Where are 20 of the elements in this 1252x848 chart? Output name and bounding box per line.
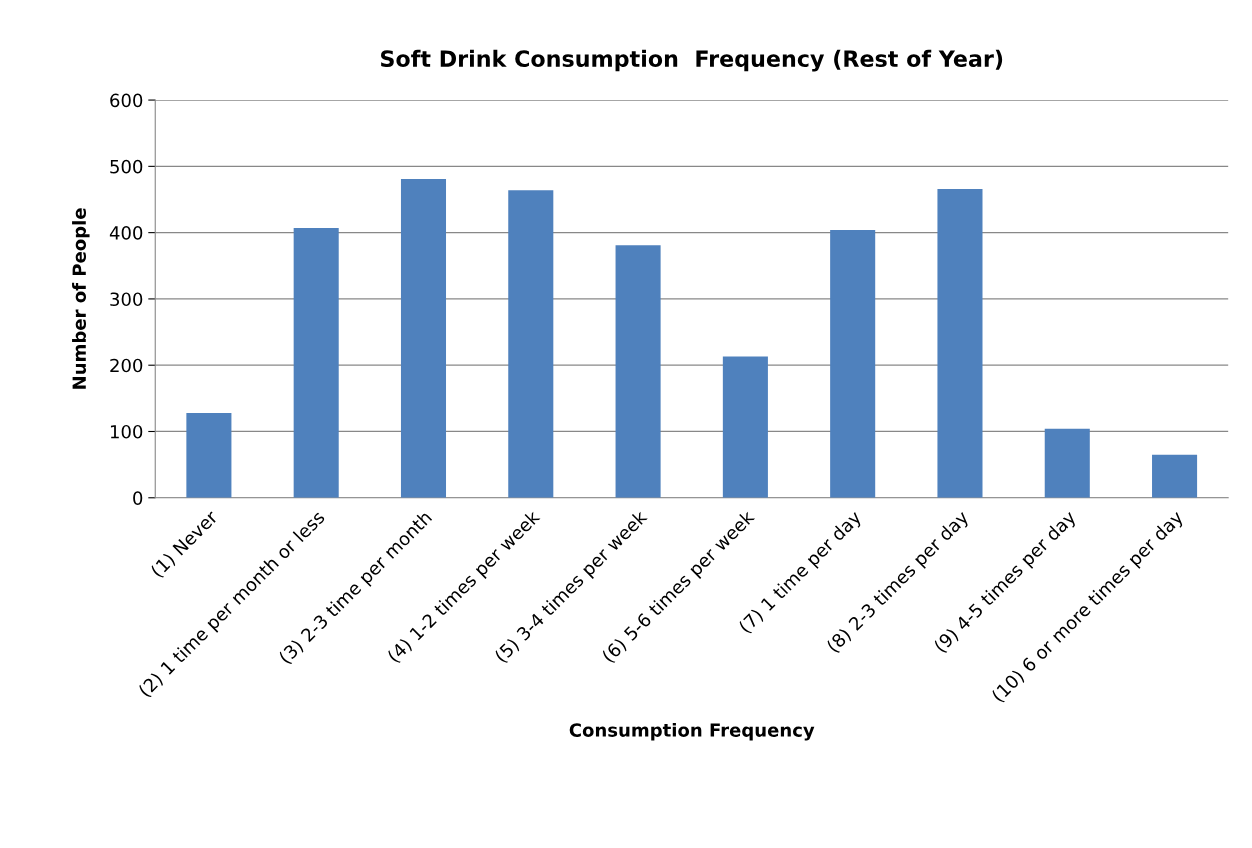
y-tick-label: 500 — [110, 159, 143, 174]
bar — [186, 412, 232, 498]
y-tick-label: 0 — [133, 491, 143, 505]
bar — [1152, 454, 1198, 498]
y-tick-label: 100 — [110, 424, 143, 439]
bar — [830, 229, 876, 498]
bar — [722, 356, 768, 498]
bar — [293, 227, 339, 498]
bar — [1044, 428, 1090, 498]
bar — [508, 190, 554, 498]
y-tick-label: 600 — [110, 93, 143, 108]
chart-title: Soft Drink Consumption Frequency (Rest of Year) — [381, 49, 1003, 72]
bar — [937, 188, 983, 498]
y-tick-label: 400 — [109, 226, 143, 240]
y-axis-title: Number of People — [72, 208, 90, 389]
y-tick-label: 300 — [110, 292, 143, 307]
bar — [400, 178, 447, 498]
x-axis-title: Consumption Frequency — [569, 722, 815, 741]
bar — [615, 245, 661, 498]
y-tick-label: 200 — [110, 358, 143, 373]
